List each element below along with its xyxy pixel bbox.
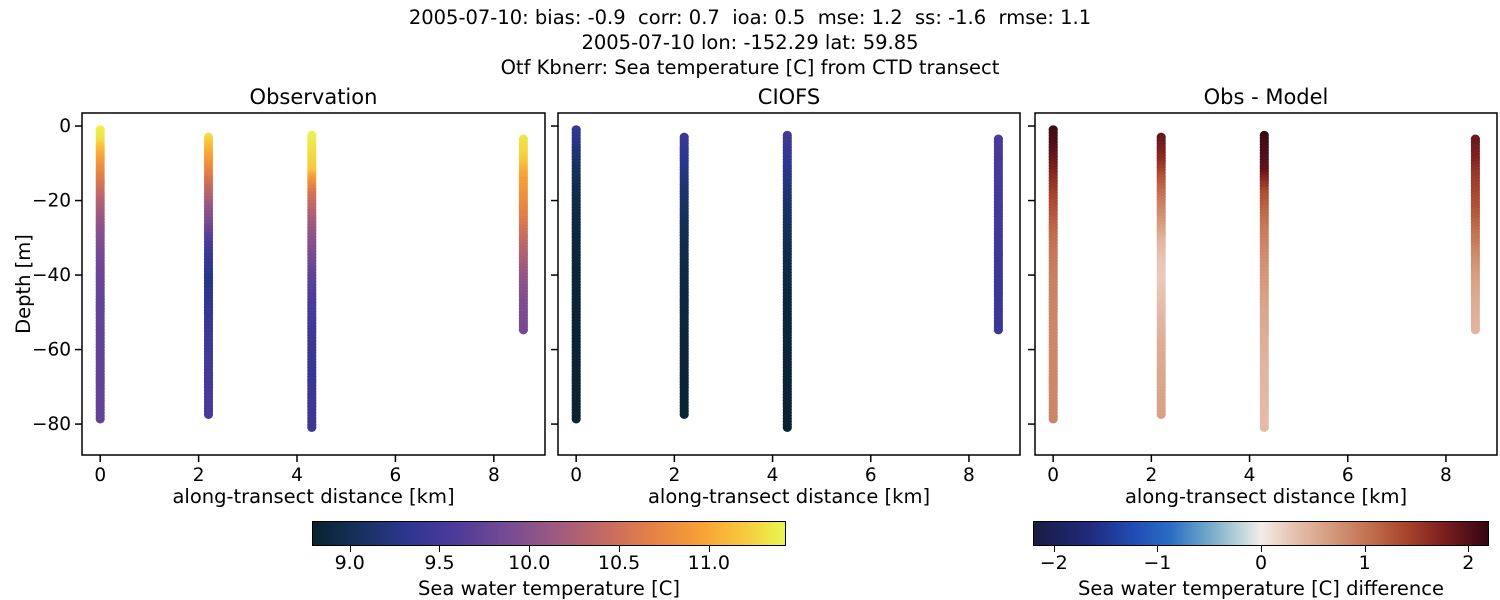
colorbar-tick [1157,546,1159,552]
colorbar-tick-label: −2 [1039,552,1068,574]
colorbar-tick-label: 9.5 [424,552,455,574]
x-tick-label: 0 [1047,465,1059,486]
y-axis-label: Depth [m] [12,234,35,334]
transect-column [518,134,529,335]
transect-column [993,134,1004,335]
x-tick-label: 4 [291,465,303,486]
difference-colorbar-gradient [1033,521,1489,546]
x-tick-label: 6 [865,465,877,486]
colorbar-tick [619,546,621,552]
colorbar-tick [1261,546,1262,552]
x-tick-label: 6 [390,465,402,486]
transect-column [1156,132,1166,419]
subplot-title: Observation [250,85,378,109]
x-tick-label: 0 [94,465,106,486]
colorbar-tick-label: 10.5 [597,552,641,574]
x-tick-label: 8 [1440,465,1452,486]
difference-colorbar-label: Sea water temperature [C] difference [1078,577,1444,600]
y-tick-label: −60 [32,340,71,361]
colorbar-tick-label: 9.0 [334,552,365,574]
temperature-colorbar: 9.0 9.5 10.0 10.5 11.0 Sea water temperature… [312,521,786,600]
subplot-title: Obs - Model [1204,85,1329,109]
stats-title: 2005-07-10: bias: -0.9 corr: 0.7 ioa: 0.… [408,6,1092,29]
y-tick-label: −20 [32,191,71,212]
variable-title: Otf Kbnerr: Sea temperature [C] from CTD… [500,56,1000,79]
subplot-obs-model [1028,112,1498,462]
colorbar-tick [1364,546,1366,552]
x-tick-label: 2 [668,465,680,486]
colorbar-tick [529,546,531,552]
transect-column [679,132,689,419]
transect-column [571,125,581,424]
transect-column [95,125,105,424]
colorbar-tick [349,546,351,552]
colorbar-tick [708,546,710,552]
colorbar-tick-label: −1 [1143,552,1172,574]
x-tick-label: 6 [1342,465,1354,486]
x-tick-label: 2 [193,465,205,486]
transect-column [1470,134,1480,335]
x-tick-label: 4 [1244,465,1256,486]
y-tick-label: −80 [32,414,71,435]
transect-column [782,130,792,432]
colorbar-tick [1468,546,1470,552]
x-tick-label: 8 [488,465,500,486]
transect-column [203,132,214,419]
temperature-colorbar-label: Sea water temperature [C] [418,577,680,600]
colorbar-tick-label: 1 [1358,552,1371,574]
subplot-observation [75,112,546,462]
colorbar-tick-label: 2 [1462,552,1475,574]
x-axis-label: along-transect distance [km] [1125,485,1407,508]
axes-box [557,112,1021,456]
x-tick-label: 8 [963,465,975,486]
location-title: 2005-07-10 lon: -152.29 lat: 59.85 [581,31,919,54]
x-axis-label: along-transect distance [km] [648,485,930,508]
axes-box [81,112,546,456]
x-tick-label: 0 [570,465,582,486]
x-tick-label: 2 [1145,465,1157,486]
transect-column [1048,125,1058,424]
colorbar-tick [439,546,441,552]
x-tick-label: 4 [767,465,779,486]
colorbar-tick-label: 11.0 [687,552,730,574]
y-tick-label: 0 [59,116,71,137]
y-tick-label: −40 [32,265,71,286]
difference-colorbar: −2 −1 0 1 2 Sea water temperature [C] differ… [1033,521,1489,600]
transect-column [307,130,317,432]
temperature-colorbar-gradient [312,521,786,546]
transect-column [1259,130,1269,432]
figure-header: 2005-07-10: bias: -0.9 corr: 0.7 ioa: 0.… [0,5,1500,80]
subplot-ciofs [551,112,1021,462]
x-axis-label: along-transect distance [km] [172,485,454,508]
colorbar-tick [1053,546,1055,552]
colorbar-tick-label: 0 [1254,552,1268,574]
subplot-title: CIOFS [758,85,820,109]
colorbar-tick-label: 10.0 [508,552,551,574]
axes-box [1034,112,1498,456]
